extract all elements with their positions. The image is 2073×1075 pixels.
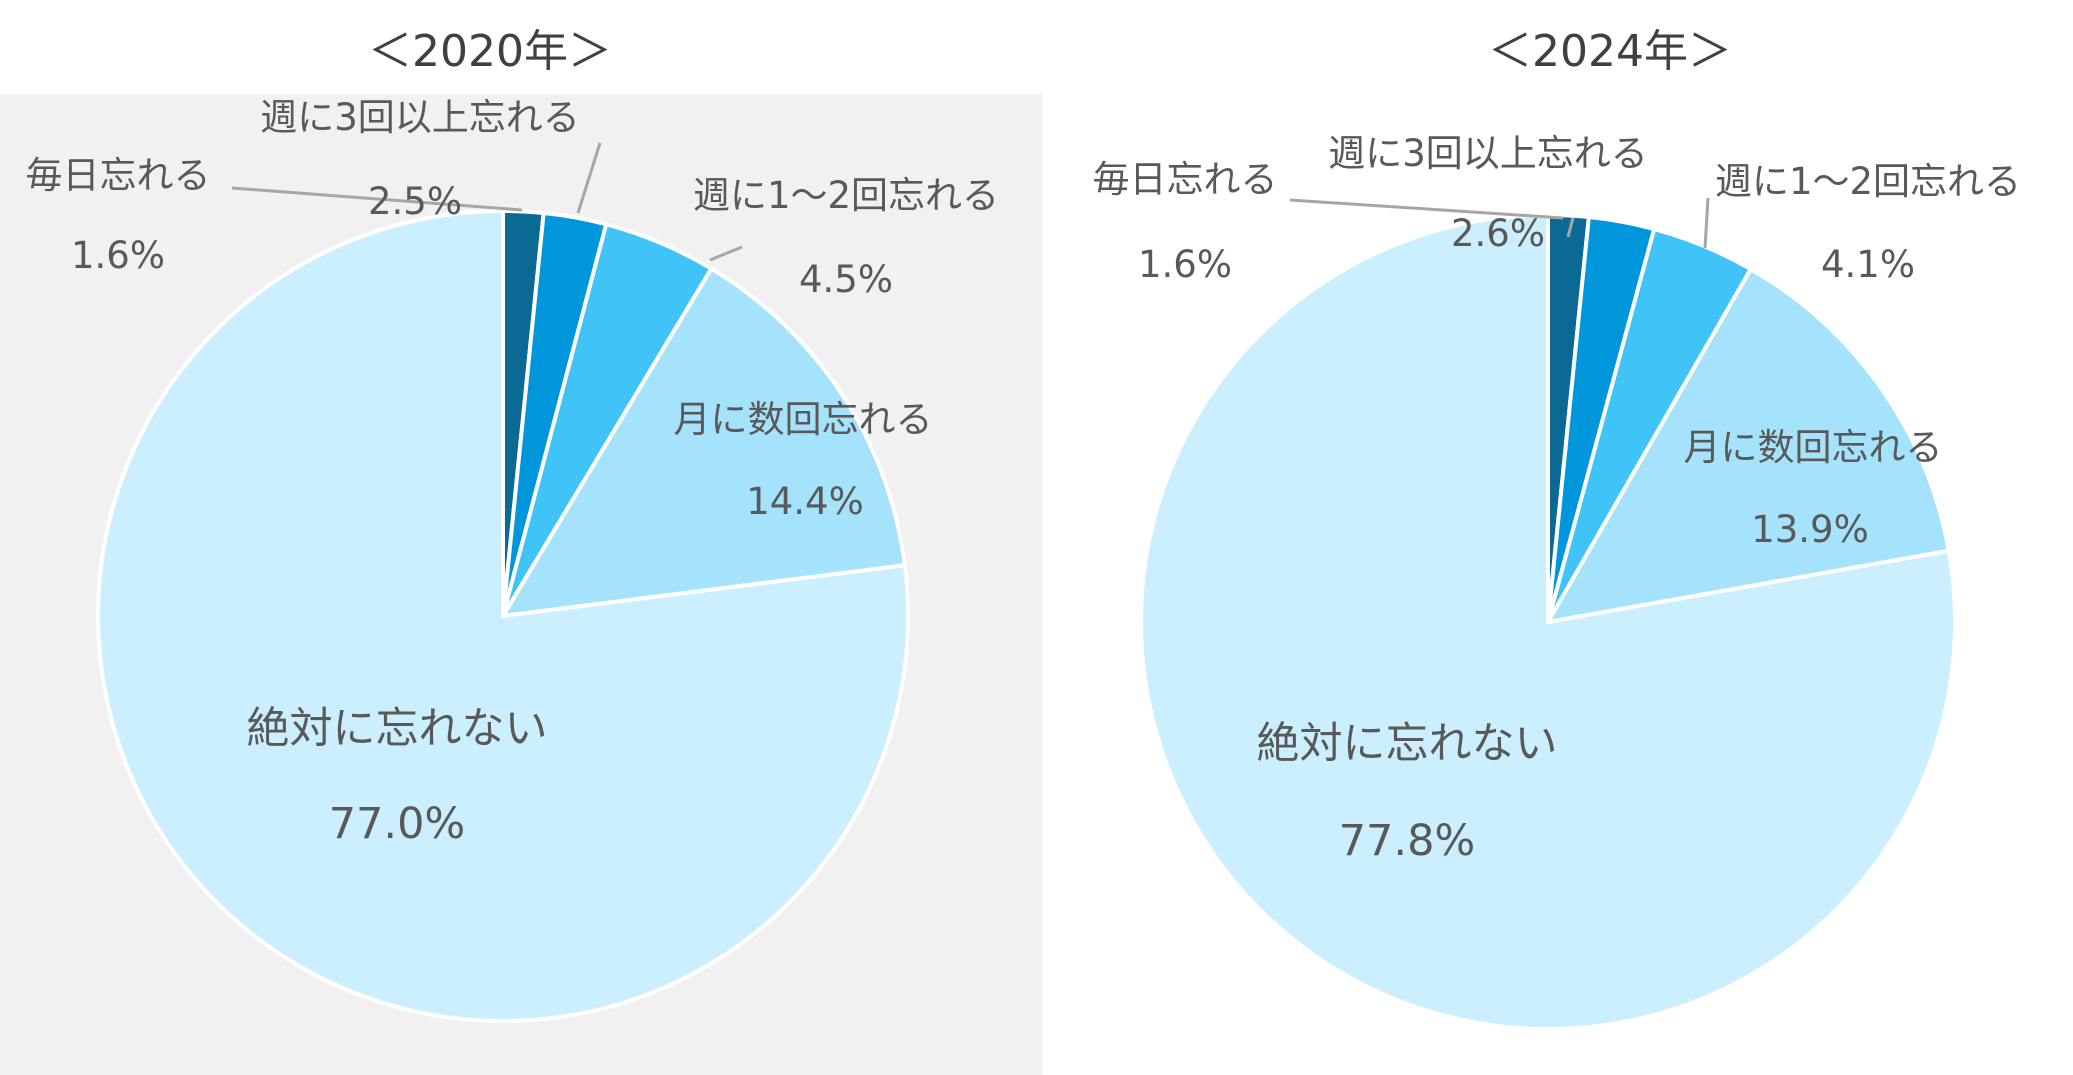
- chart-2020-label-never: 絶対に忘れない: [247, 704, 548, 754]
- chart-2024-leader-line-3x-week: [1566, 217, 1575, 238]
- chart-2024-slice-monthly: [1546, 267, 1951, 624]
- chart-2020-title: ＜2020年＞: [368, 26, 612, 77]
- chart-2024-label-never: 絶対に忘れない: [1257, 719, 1558, 769]
- chart-2020-value-daily: 1.6%: [71, 234, 165, 277]
- chart-2020-pie: [96, 142, 911, 1023]
- chart-2024-label-monthly: 月に数回忘れる: [1684, 426, 1943, 469]
- chart-2024-value-monthly: 13.9%: [1751, 508, 1869, 551]
- chart-2024-pie: [1139, 197, 1957, 1031]
- chart-2024-value-3x-week: 2.6%: [1451, 212, 1545, 255]
- chart-2024-title: ＜2024年＞: [1488, 26, 1732, 77]
- chart-2020-value-never: 77.0%: [329, 799, 466, 849]
- chart-2020-slice-monthly: [501, 266, 907, 618]
- chart-2020-value-monthly: 14.4%: [746, 480, 864, 523]
- chart-2020-label-1-2-week: 週に1～2回忘れる: [693, 174, 999, 217]
- chart-2020-leader-line-3x-week: [576, 142, 602, 214]
- chart-2024-label-3x-week: 週に3回以上忘れる: [1328, 132, 1648, 175]
- chart-2024-label-1-2-week: 週に1～2回忘れる: [1715, 160, 2021, 203]
- chart-2020-label-monthly: 月に数回忘れる: [674, 398, 933, 441]
- chart-2020-value-3x-week: 2.5%: [368, 180, 462, 223]
- chart-2020-leader-line-1-2-week: [709, 245, 743, 262]
- chart-2020-leader-line-daily: [231, 186, 523, 212]
- chart-2020-label-daily: 毎日忘れる: [26, 154, 211, 197]
- chart-2024-value-1-2-week: 4.1%: [1821, 243, 1915, 286]
- chart-2024-leader-line-1-2-week: [1703, 197, 1710, 249]
- chart-2020-label-3x-week: 週に3回以上忘れる: [260, 96, 580, 139]
- chart-2024-value-never: 77.8%: [1339, 816, 1476, 866]
- chart-2020-value-1-2-week: 4.5%: [799, 258, 893, 301]
- chart-2024-value-daily: 1.6%: [1138, 243, 1232, 286]
- chart-2024-leader-line-daily: [1289, 198, 1564, 220]
- chart-2024-slice-never: [1139, 213, 1957, 1031]
- chart-2020-slice-never: [96, 209, 911, 1023]
- chart-2024-label-daily: 毎日忘れる: [1093, 158, 1278, 201]
